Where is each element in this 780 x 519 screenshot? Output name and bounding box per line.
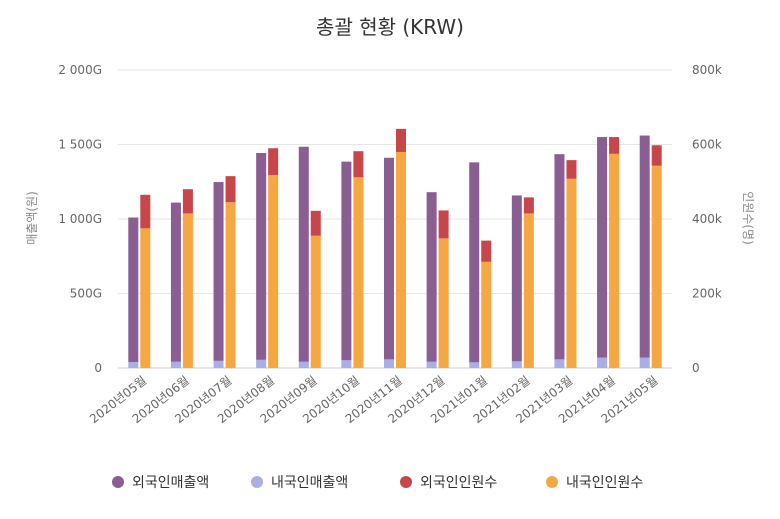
visitors-bar-upper bbox=[310, 210, 321, 236]
visitors-bar-lower bbox=[182, 213, 193, 368]
visitors-bar-upper bbox=[481, 240, 492, 262]
legend: 외국인매출액 내국인매출액 외국인인원수 내국인인원수 bbox=[112, 475, 643, 491]
visitors-bar-lower bbox=[651, 165, 662, 368]
visitors-bar-upper bbox=[523, 197, 534, 214]
legend-marker bbox=[251, 476, 263, 488]
right-tick-label: 400k bbox=[692, 212, 722, 226]
sales-bar-lower bbox=[554, 359, 565, 368]
legend-label: 내국인매출액 bbox=[271, 475, 348, 491]
sales-bar-lower bbox=[469, 362, 480, 368]
visitors-bar-lower bbox=[225, 202, 236, 368]
visitors-bar-lower bbox=[140, 228, 151, 368]
visitors-bar-upper bbox=[182, 189, 193, 214]
sales-bar-lower bbox=[128, 362, 139, 368]
visitors-bar-lower bbox=[268, 175, 279, 368]
legend-label: 외국인매출액 bbox=[132, 475, 209, 491]
left-tick-label: 1 000G bbox=[58, 212, 102, 226]
visitors-bar-lower bbox=[481, 261, 492, 368]
sales-bar-upper bbox=[213, 182, 224, 361]
right-tick-label: 600k bbox=[692, 138, 722, 152]
sales-bar-upper bbox=[639, 135, 650, 358]
x-axis-ticks: 2020년05월2020년06월2020년07월2020년08월2020년09월… bbox=[87, 373, 661, 426]
visitors-bar-upper bbox=[566, 160, 577, 179]
sales-bar-lower bbox=[256, 359, 267, 368]
sales-bar-upper bbox=[469, 162, 480, 363]
visitors-bar-lower bbox=[396, 151, 406, 368]
legend-marker bbox=[400, 476, 412, 488]
visitors-bar-upper bbox=[353, 151, 364, 178]
left-axis-title: 매출액(원) bbox=[25, 191, 39, 245]
visitors-bar-upper bbox=[140, 194, 151, 229]
sales-bar-lower bbox=[213, 360, 224, 368]
sales-bar-upper bbox=[426, 192, 437, 362]
left-axis-ticks: 0 500G 1 000G 1 500G 2 000G bbox=[58, 63, 102, 375]
sales-bar-upper bbox=[511, 195, 522, 362]
sales-bar-upper bbox=[128, 217, 139, 363]
left-tick-label: 0 bbox=[94, 361, 102, 375]
sales-bar-upper bbox=[554, 154, 565, 360]
sales-bar-lower bbox=[511, 361, 522, 368]
visitors-bar-lower bbox=[523, 213, 534, 368]
legend-label: 내국인인원수 bbox=[566, 475, 643, 491]
visitors-bar-upper bbox=[438, 210, 449, 239]
sales-bar-upper bbox=[170, 202, 181, 362]
left-tick-label: 500G bbox=[70, 287, 102, 301]
right-tick-label: 0 bbox=[692, 361, 700, 375]
visitors-bar-upper bbox=[396, 128, 406, 152]
visitors-bar-upper bbox=[268, 148, 279, 176]
visitors-bar-upper bbox=[609, 137, 620, 154]
sales-bar-lower bbox=[384, 359, 394, 368]
sales-bar-lower bbox=[298, 361, 309, 368]
sales-bar-lower bbox=[170, 361, 181, 368]
legend-marker bbox=[546, 476, 558, 488]
sales-bar-lower bbox=[341, 360, 352, 368]
left-tick-label: 1 500G bbox=[58, 138, 102, 152]
sales-bar-lower bbox=[597, 357, 608, 368]
right-tick-label: 800k bbox=[692, 63, 722, 77]
right-tick-label: 200k bbox=[692, 287, 722, 301]
grid-lines bbox=[118, 69, 672, 369]
visitors-bar-lower bbox=[310, 235, 321, 368]
sales-bar-upper bbox=[341, 161, 352, 361]
legend-marker bbox=[112, 476, 124, 488]
visitors-bar-lower bbox=[353, 177, 364, 368]
visitors-bar-lower bbox=[609, 153, 620, 368]
chart-title: 총괄 현황 (KRW) bbox=[316, 15, 464, 39]
sales-bar-upper bbox=[384, 157, 394, 360]
right-axis-title: 인원수(명) bbox=[741, 191, 755, 245]
visitors-bar-lower bbox=[566, 178, 577, 368]
legend-label: 외국인인원수 bbox=[420, 475, 497, 491]
left-tick-label: 2 000G bbox=[58, 63, 102, 77]
visitors-bar-upper bbox=[225, 176, 236, 203]
sales-bar-upper bbox=[298, 146, 309, 362]
visitors-bar-lower bbox=[438, 238, 449, 368]
sales-bar-upper bbox=[256, 152, 267, 360]
sales-bar-lower bbox=[639, 357, 650, 368]
visitors-bar-upper bbox=[651, 145, 662, 166]
bars-group bbox=[128, 128, 662, 368]
right-axis-ticks: 0 200k 400k 600k 800k bbox=[692, 63, 722, 375]
sales-bar-upper bbox=[597, 137, 608, 358]
sales-bar-lower bbox=[426, 361, 437, 368]
